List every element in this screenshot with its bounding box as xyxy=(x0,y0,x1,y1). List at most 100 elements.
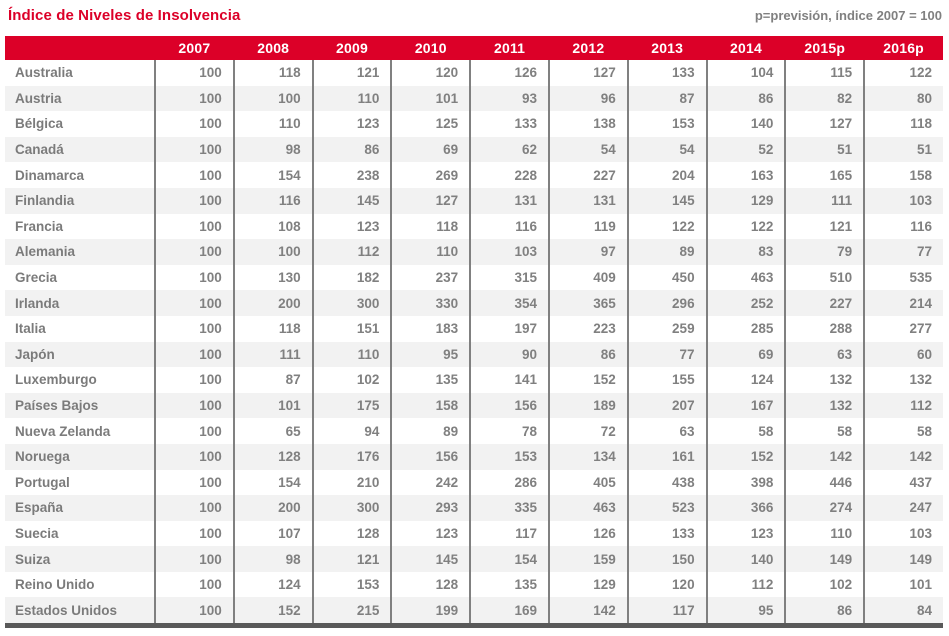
value-cell: 100 xyxy=(154,136,234,163)
value-cell: 112 xyxy=(311,239,392,265)
table-row: Luxemburgo 100 87 102 135 141 152 155 124 132 132 xyxy=(5,367,943,393)
value-cell: 132 xyxy=(863,367,943,393)
value-cell: 90 xyxy=(469,341,549,368)
value-cell: 98 xyxy=(232,546,313,572)
value-cell: 100 xyxy=(154,85,234,112)
value-cell: 100 xyxy=(154,341,234,368)
value-cell: 117 xyxy=(626,597,707,624)
value-cell: 200 xyxy=(232,495,313,521)
value-cell: 131 xyxy=(547,187,628,214)
value-cell: 54 xyxy=(626,136,707,163)
value-cell: 158 xyxy=(390,392,471,419)
value-cell: 122 xyxy=(626,213,707,240)
value-cell: 227 xyxy=(547,162,628,188)
value-cell: 103 xyxy=(863,520,943,547)
country-column-header xyxy=(5,36,155,60)
value-cell: 54 xyxy=(547,136,628,163)
value-cell: 100 xyxy=(154,546,234,572)
value-cell: 154 xyxy=(469,546,549,572)
country-cell: Australia xyxy=(15,65,73,81)
value-cell: 176 xyxy=(311,443,392,470)
value-cell: 450 xyxy=(626,264,707,291)
value-cell: 288 xyxy=(784,315,865,342)
value-cell: 149 xyxy=(784,546,865,572)
value-cell: 286 xyxy=(469,469,549,496)
value-cell: 100 xyxy=(154,111,234,137)
value-cell: 133 xyxy=(626,520,707,547)
value-cell: 63 xyxy=(784,341,865,368)
value-cell: 101 xyxy=(390,85,471,112)
value-cell: 87 xyxy=(232,367,313,393)
value-cell: 153 xyxy=(311,571,392,598)
value-cell: 79 xyxy=(784,239,865,265)
column-header-2016p: 2016p xyxy=(864,36,943,60)
country-cell: Dinamarca xyxy=(15,167,85,183)
table-bottom-bar xyxy=(5,623,943,629)
value-cell: 242 xyxy=(390,469,471,496)
value-cell: 77 xyxy=(626,341,707,368)
value-cell: 100 xyxy=(154,315,234,342)
value-cell: 125 xyxy=(390,111,471,137)
table-row: Canadá 100 98 86 69 62 54 54 52 51 51 xyxy=(5,136,943,163)
value-cell: 141 xyxy=(469,367,549,393)
country-cell: Portugal xyxy=(15,474,70,490)
country-cell: Italia xyxy=(15,321,46,337)
value-cell: 108 xyxy=(232,213,313,240)
table-row: Estados Unidos 100 152 215 199 169 142 117 95 86 8… xyxy=(5,597,943,624)
value-cell: 100 xyxy=(154,290,234,316)
value-cell: 189 xyxy=(547,392,628,419)
value-cell: 58 xyxy=(784,418,865,444)
value-cell: 463 xyxy=(705,264,786,291)
value-cell: 405 xyxy=(547,469,628,496)
value-cell: 163 xyxy=(705,162,786,188)
value-cell: 78 xyxy=(469,418,549,444)
value-cell: 117 xyxy=(469,520,549,547)
value-cell: 100 xyxy=(154,162,234,188)
value-cell: 115 xyxy=(784,60,865,86)
value-cell: 149 xyxy=(863,546,943,572)
value-cell: 510 xyxy=(784,264,865,291)
value-cell: 438 xyxy=(626,469,707,496)
value-cell: 110 xyxy=(784,520,865,547)
value-cell: 124 xyxy=(232,571,313,598)
value-cell: 101 xyxy=(232,392,313,419)
value-cell: 210 xyxy=(311,469,392,496)
table-row: Noruega 100 128 176 156 153 134 161 152 142 142 xyxy=(5,443,943,470)
country-cell: Finlandia xyxy=(15,193,75,209)
country-cell: Japón xyxy=(15,346,55,362)
value-cell: 95 xyxy=(390,341,471,368)
value-cell: 200 xyxy=(232,290,313,316)
value-cell: 123 xyxy=(311,213,392,240)
value-cell: 100 xyxy=(154,443,234,470)
country-cell: Canadá xyxy=(15,142,64,158)
country-cell: Alemania xyxy=(15,244,76,260)
value-cell: 100 xyxy=(154,520,234,547)
table-row: Dinamarca 100 154 238 269 228 227 204 163 165 158 xyxy=(5,162,943,188)
country-cell: Grecia xyxy=(15,270,58,286)
value-cell: 169 xyxy=(469,597,549,624)
value-cell: 123 xyxy=(390,520,471,547)
value-cell: 437 xyxy=(863,469,943,496)
value-cell: 100 xyxy=(154,239,234,265)
value-cell: 126 xyxy=(469,60,549,86)
value-cell: 58 xyxy=(863,418,943,444)
value-cell: 127 xyxy=(390,187,471,214)
value-cell: 111 xyxy=(232,341,313,368)
value-cell: 145 xyxy=(626,187,707,214)
value-cell: 111 xyxy=(784,187,865,214)
value-cell: 118 xyxy=(232,60,313,86)
value-cell: 151 xyxy=(311,315,392,342)
value-cell: 102 xyxy=(784,571,865,598)
table-row: Irlanda 100 200 300 330 354 365 296 252 227 214 xyxy=(5,290,943,316)
value-cell: 150 xyxy=(626,546,707,572)
value-cell: 89 xyxy=(390,418,471,444)
value-cell: 103 xyxy=(469,239,549,265)
value-cell: 100 xyxy=(154,597,234,624)
value-cell: 121 xyxy=(311,60,392,86)
value-cell: 140 xyxy=(705,546,786,572)
value-cell: 214 xyxy=(863,290,943,316)
value-cell: 86 xyxy=(784,597,865,624)
country-cell: Nueva Zelanda xyxy=(15,423,111,439)
value-cell: 142 xyxy=(863,443,943,470)
value-cell: 86 xyxy=(547,341,628,368)
